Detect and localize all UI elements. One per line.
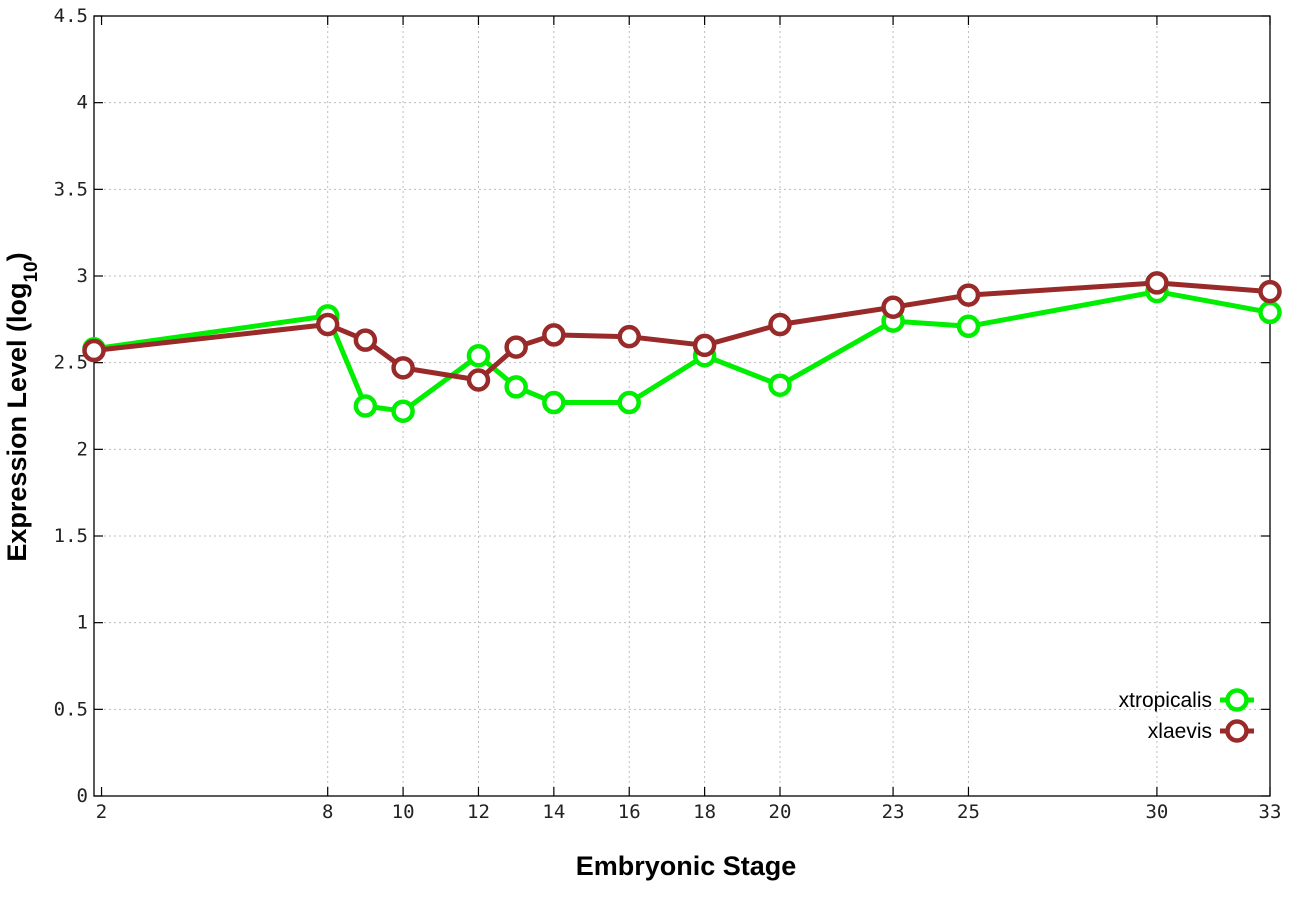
x-tick-label: 30 (1145, 801, 1168, 823)
legend-item: xlaevis (1148, 719, 1254, 743)
x-tick-label: 25 (957, 801, 980, 823)
y-axis-title: Expression Level (log10) (2, 252, 42, 561)
data-point (956, 283, 981, 307)
x-tick-label: 14 (542, 801, 565, 823)
y-axis-title-close: ) (2, 252, 32, 261)
data-point (353, 328, 378, 352)
data-point (391, 399, 415, 423)
data-point (82, 338, 106, 363)
data-point (466, 368, 491, 392)
y-tick-label: 0 (77, 785, 88, 807)
y-tick-label: 2 (77, 438, 88, 460)
y-axis-title-main: Expression Level (log (2, 283, 32, 562)
x-tick-label: 23 (882, 801, 905, 823)
grid (94, 16, 1270, 796)
y-tick-label: 0.5 (54, 698, 88, 720)
y-tick-label: 3.5 (54, 178, 88, 200)
data-point (1258, 300, 1282, 325)
data-point (315, 312, 340, 337)
series-xtropicalis (82, 279, 1282, 423)
data-point (692, 333, 717, 358)
data-point (617, 324, 641, 349)
series-layer (82, 271, 1282, 423)
x-tick-label: 8 (322, 801, 333, 823)
plot-frame (93, 15, 1271, 797)
x-tick-label: 12 (467, 801, 490, 823)
y-tick-label: 1.5 (54, 525, 88, 547)
data-point (881, 295, 905, 319)
series-xlaevis (82, 271, 1282, 392)
data-point (1145, 271, 1169, 295)
x-tick-label: 20 (769, 801, 792, 823)
legend-item: xtropicalis (1119, 688, 1254, 712)
x-tick-label: 2 (96, 801, 107, 823)
data-point (768, 373, 792, 397)
x-tick-label: 16 (618, 801, 641, 823)
legend-swatch-marker (1225, 719, 1249, 743)
data-point (617, 390, 641, 415)
legend-swatch-marker (1225, 688, 1249, 712)
x-axis-title: Embryonic Stage (576, 851, 797, 881)
data-point (542, 390, 566, 415)
data-point (542, 323, 566, 347)
data-point (353, 394, 378, 418)
series-line (93, 289, 1271, 414)
y-tick-label: 4 (77, 92, 88, 114)
y-tick-label: 2.5 (54, 352, 88, 374)
series-line (93, 280, 1271, 383)
data-point (768, 312, 792, 337)
data-point (466, 343, 491, 368)
legend-label: xtropicalis (1119, 689, 1212, 712)
y-axis-title-subscript: 10 (21, 261, 42, 282)
data-point (1258, 279, 1282, 304)
legend: xtropicalis xlaevis (1119, 688, 1254, 743)
x-tick-label: 10 (392, 801, 415, 823)
axis-ticks: 0 0.5 1 1.5 2 2.5 3 3.5 4 4.5 2 8 10 12 14 16 18 20 23 25 30… (54, 5, 1282, 823)
legend-label: xlaevis (1148, 720, 1212, 743)
y-tick-label: 3 (77, 265, 88, 287)
x-tick-label: 33 (1259, 801, 1282, 823)
y-tick-label: 1 (77, 612, 88, 634)
y-tick-label: 4.5 (54, 5, 88, 27)
data-point (391, 356, 415, 380)
data-point (956, 314, 981, 339)
data-point (504, 375, 528, 399)
data-point (504, 335, 528, 359)
x-tick-label: 18 (693, 801, 716, 823)
